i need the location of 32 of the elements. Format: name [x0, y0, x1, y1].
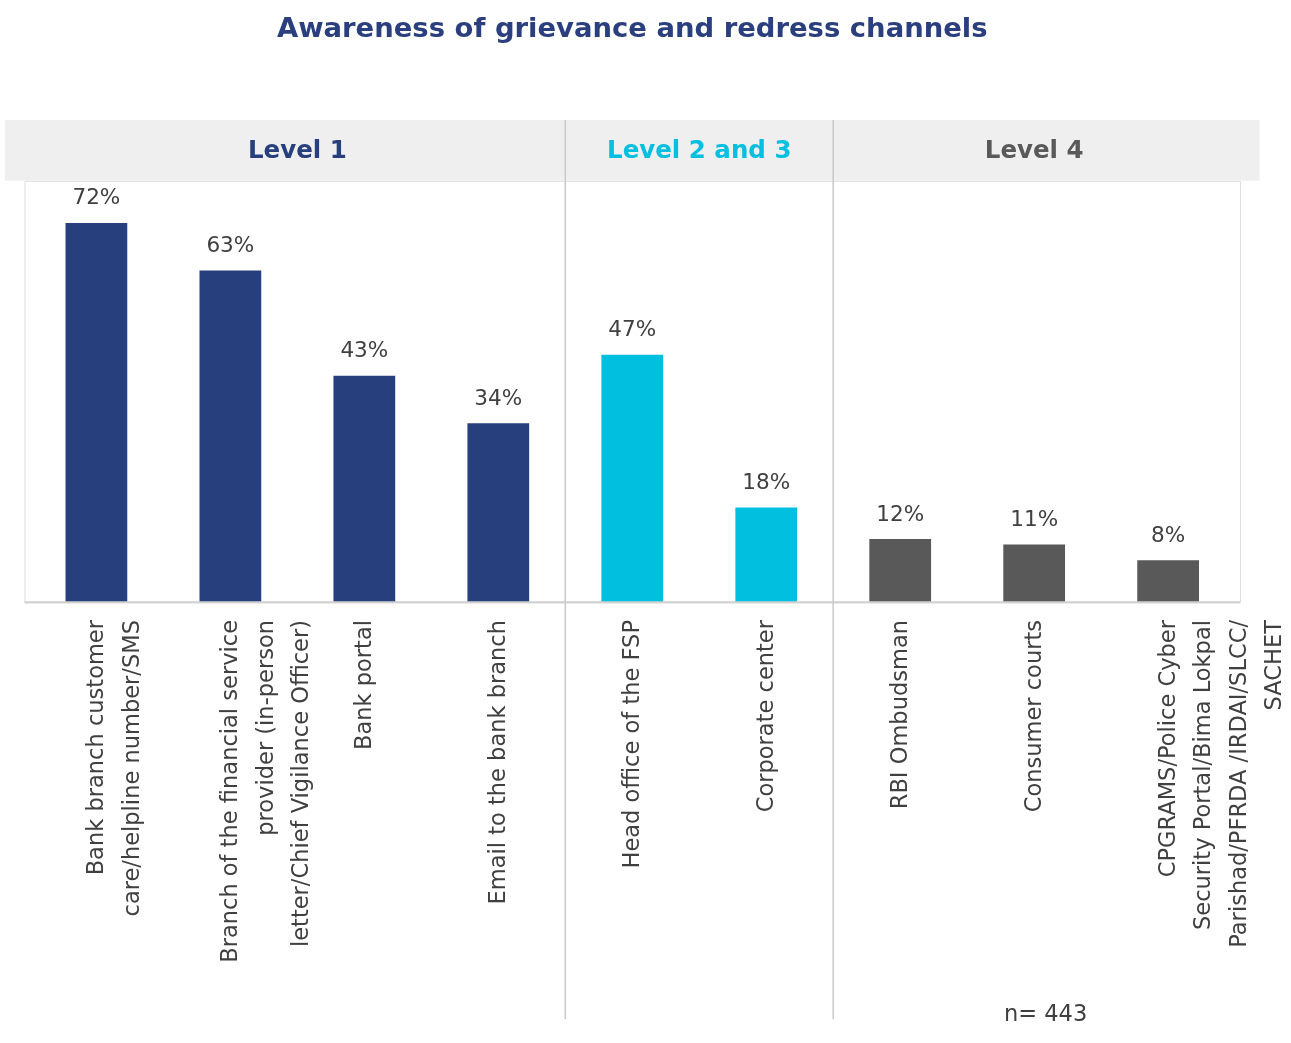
bar	[1003, 544, 1066, 603]
bar	[1137, 560, 1200, 603]
x-tick-label: Head office of the FSP	[618, 620, 645, 869]
data-label: 63%	[206, 231, 255, 257]
x-tick-label: Email to the bank branch	[484, 620, 511, 905]
chart-title: Awareness of grievance and redress channels	[276, 11, 988, 43]
data-label: 47%	[608, 316, 657, 342]
x-tick-label: Bank branch customer care/helpline number/SMS	[82, 619, 144, 917]
data-label: 11%	[1010, 505, 1059, 531]
data-label: 8%	[1151, 521, 1186, 547]
x-tick-label: Bank portal	[350, 620, 377, 751]
bar	[601, 354, 664, 603]
bar	[65, 222, 128, 603]
bar	[735, 507, 798, 603]
x-tick-label: RBI Ombudsman	[886, 620, 913, 810]
x-tick-label: Consumer courts	[1020, 620, 1047, 813]
data-label: 72%	[72, 184, 121, 210]
x-tick-label: Branch of the financial service provider (in-person letter/Chief Vigilance Officer)	[216, 620, 313, 963]
x-tick-label: Corporate center	[752, 619, 779, 813]
bar	[199, 270, 262, 603]
data-label: 43%	[340, 337, 389, 363]
bar	[467, 423, 530, 603]
text: Level 2 and 3	[607, 135, 792, 165]
text: Level 4	[984, 135, 1084, 165]
text: n= 443	[1003, 999, 1088, 1026]
data-label: 12%	[876, 500, 925, 526]
x-tick-label: CPGRAMS/Police Cyber Security Portal/Bima Lokpal Parishad/PFRDA /IRDAI/SLCC/ SACHET	[1154, 619, 1286, 948]
data-label: 34%	[474, 384, 523, 410]
bar	[869, 539, 932, 603]
text: Level 1	[247, 135, 347, 165]
bar	[333, 375, 396, 603]
data-label: 18%	[742, 468, 791, 494]
